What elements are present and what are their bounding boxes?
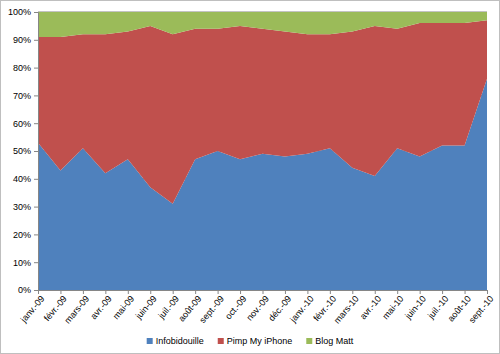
y-tick-mark	[34, 290, 38, 291]
y-tick: 80%	[13, 63, 38, 73]
x-tick: sept.-09	[197, 290, 226, 325]
x-tick: janv.-09	[18, 290, 46, 325]
y-tick: 100%	[8, 7, 38, 17]
y-axis-line	[34, 13, 39, 291]
x-tick: sept.-10	[467, 290, 496, 325]
x-tick: avr.-09	[88, 290, 113, 321]
x-tick-label: sept.-10	[467, 294, 496, 325]
y-tick-label: 20%	[13, 230, 31, 240]
y-tick: 90%	[13, 35, 38, 45]
y-tick-label: 40%	[13, 174, 31, 184]
legend-label: Blog Matt	[315, 336, 354, 346]
y-tick-mark	[34, 12, 38, 13]
y-tick-label: 70%	[13, 91, 31, 101]
y-tick-mark	[34, 207, 38, 208]
x-tick-label: sept.-09	[197, 294, 226, 325]
x-tick-label: mars-10	[332, 294, 361, 326]
x-tick-label: janv.-09	[18, 294, 46, 325]
y-tick-mark	[34, 151, 38, 152]
y-tick-mark	[34, 68, 38, 69]
y-tick: 0%	[18, 285, 38, 295]
y-axis: 0% 10% 20% 30% 40% 50% 60% 70% 80% 90% 100%	[8, 7, 39, 295]
legend-swatch	[306, 338, 312, 344]
x-tick-label: mars-09	[62, 294, 91, 326]
y-tick: 20%	[13, 230, 38, 240]
y-tick-mark	[34, 95, 38, 96]
x-axis: janv.-09févr.-09mars-09avr.-09mai-09juin…	[18, 290, 495, 325]
chart-frame	[1, 1, 500, 354]
y-tick-label: 0%	[18, 285, 31, 295]
grid	[38, 12, 487, 290]
y-tick-label: 100%	[8, 7, 31, 17]
area	[38, 20, 487, 203]
x-tick-label: mai-09	[111, 294, 136, 322]
y-tick-label: 60%	[13, 119, 31, 129]
y-tick: 50%	[13, 146, 38, 156]
x-tick: mai-09	[111, 290, 136, 321]
y-tick: 40%	[13, 174, 38, 184]
y-tick-mark	[34, 123, 38, 124]
area	[38, 12, 487, 37]
legend-label: Infobidouille	[156, 336, 204, 346]
x-tick: juin-10	[402, 290, 428, 322]
x-tick: janv.-10	[287, 290, 315, 325]
y-tick-mark	[34, 179, 38, 180]
legend-swatch	[147, 338, 153, 344]
y-tick: 70%	[13, 91, 38, 101]
areas	[38, 12, 487, 290]
x-tick-label: avr.-09	[88, 294, 113, 322]
x-tick: avr.-10	[358, 290, 383, 321]
legend-label: Pimp My iPhone	[227, 336, 293, 346]
y-tick-mark	[34, 234, 38, 235]
y-tick-mark	[34, 40, 38, 41]
y-tick-mark	[34, 262, 38, 263]
x-tick: juin-09	[133, 290, 159, 322]
legend-item: Pimp My iPhone	[218, 336, 293, 346]
y-tick-label: 90%	[13, 35, 31, 45]
y-tick: 30%	[13, 202, 38, 212]
x-tick-label: janv.-10	[287, 294, 315, 325]
x-tick: mai-10	[380, 290, 405, 321]
legend-swatch	[218, 338, 224, 344]
x-tick-label: juin-09	[133, 294, 159, 322]
chart: 0% 10% 20% 30% 40% 50% 60% 70% 80% 90% 100% janv.-0…	[0, 0, 500, 354]
legend: Infobidouille Pimp My iPhone Blog Matt	[147, 336, 354, 346]
x-tick: mars-09	[62, 290, 91, 325]
y-tick-label: 30%	[13, 202, 31, 212]
x-tick-label: avr.-10	[358, 294, 383, 322]
y-tick-label: 50%	[13, 146, 31, 156]
legend-item: Infobidouille	[147, 336, 204, 346]
y-tick-label: 80%	[13, 63, 31, 73]
legend-item: Blog Matt	[306, 336, 354, 346]
y-tick: 60%	[13, 119, 38, 129]
x-tick-label: juin-10	[402, 294, 428, 322]
y-tick-label: 10%	[13, 258, 31, 268]
x-tick-label: mai-10	[380, 294, 405, 322]
x-axis-line	[39, 291, 488, 295]
plot: 0% 10% 20% 30% 40% 50% 60% 70% 80% 90% 100% janv.-0…	[8, 7, 495, 325]
y-tick: 10%	[13, 258, 38, 268]
x-tick: mars-10	[332, 290, 361, 325]
